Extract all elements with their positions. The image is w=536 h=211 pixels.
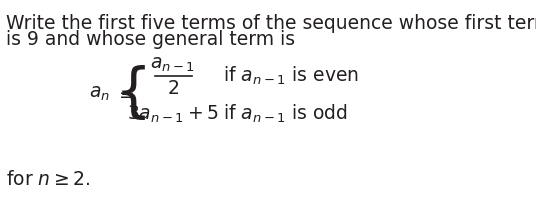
Text: is 9 and whose general term is: is 9 and whose general term is xyxy=(6,30,295,49)
Text: $\{$: $\{$ xyxy=(114,62,146,122)
Text: if $a_{n-1}$ is odd: if $a_{n-1}$ is odd xyxy=(224,103,348,125)
Text: $3a_{n-1} + 5$: $3a_{n-1} + 5$ xyxy=(126,103,219,125)
Text: $2$: $2$ xyxy=(167,78,178,97)
Text: $a_{n-1}$: $a_{n-1}$ xyxy=(150,54,195,73)
Text: $a_n$: $a_n$ xyxy=(90,84,110,103)
Text: Write the first five terms of the sequence whose first term: Write the first five terms of the sequen… xyxy=(6,14,536,33)
Text: if $a_{n-1}$ is even: if $a_{n-1}$ is even xyxy=(224,65,359,87)
Text: for $n \geq 2.$: for $n \geq 2.$ xyxy=(6,170,91,189)
Text: $=$: $=$ xyxy=(115,84,135,103)
